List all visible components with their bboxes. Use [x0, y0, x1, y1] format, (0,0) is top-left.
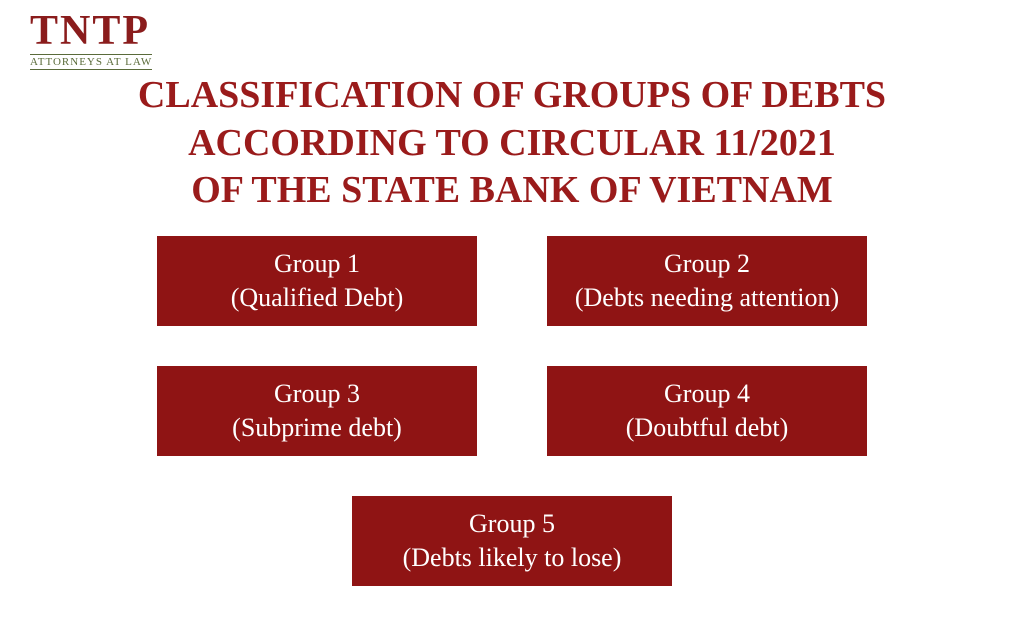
group-label: Group 5 [469, 507, 555, 541]
row-3: Group 5 (Debts likely to lose) [352, 496, 672, 586]
group-desc: (Debts needing attention) [575, 281, 839, 315]
title-line-1: CLASSIFICATION OF GROUPS OF DEBTS [0, 72, 1024, 120]
group-label: Group 4 [664, 377, 750, 411]
logo-main-text: TNTP [30, 10, 152, 52]
group-label: Group 1 [274, 247, 360, 281]
group-label: Group 3 [274, 377, 360, 411]
group-4-box: Group 4 (Doubtful debt) [547, 366, 867, 456]
title-line-2: ACCORDING TO CIRCULAR 11/2021 [0, 120, 1024, 168]
row-1: Group 1 (Qualified Debt) Group 2 (Debts … [157, 236, 867, 326]
group-desc: (Debts likely to lose) [403, 541, 622, 575]
logo-subtext: ATTORNEYS AT LAW [30, 54, 152, 70]
logo: TNTP ATTORNEYS AT LAW [30, 10, 152, 70]
row-2: Group 3 (Subprime debt) Group 4 (Doubtfu… [157, 366, 867, 456]
group-5-box: Group 5 (Debts likely to lose) [352, 496, 672, 586]
group-3-box: Group 3 (Subprime debt) [157, 366, 477, 456]
group-desc: (Subprime debt) [232, 411, 402, 445]
page-title: CLASSIFICATION OF GROUPS OF DEBTS ACCORD… [0, 72, 1024, 215]
group-2-box: Group 2 (Debts needing attention) [547, 236, 867, 326]
group-label: Group 2 [664, 247, 750, 281]
debt-groups-container: Group 1 (Qualified Debt) Group 2 (Debts … [0, 236, 1024, 586]
title-line-3: OF THE STATE BANK OF VIETNAM [0, 167, 1024, 215]
group-1-box: Group 1 (Qualified Debt) [157, 236, 477, 326]
group-desc: (Qualified Debt) [231, 281, 404, 315]
group-desc: (Doubtful debt) [626, 411, 788, 445]
